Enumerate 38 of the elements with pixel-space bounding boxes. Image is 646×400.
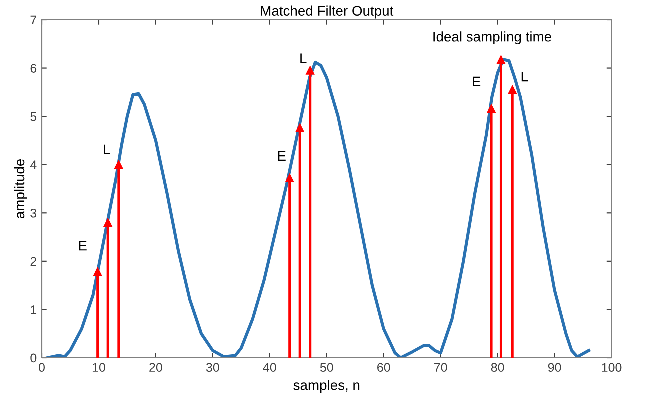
- y-tick-label: 0: [30, 354, 37, 363]
- x-tick-label: 90: [548, 363, 562, 372]
- x-tick-label: 50: [320, 363, 334, 372]
- y-tick-label: 3: [30, 208, 37, 218]
- chart-title: Matched Filter Output: [261, 6, 394, 19]
- y-tick-label: 6: [30, 64, 37, 73]
- annotation: Ideal sampling time: [434, 32, 552, 45]
- y-tick-label: 1: [31, 306, 37, 314]
- point: [286, 174, 294, 183]
- point: [114, 160, 124, 170]
- x-tick-label: 100: [602, 363, 622, 372]
- annotation: L: [522, 72, 528, 82]
- point: [306, 66, 315, 75]
- y-tick-label: 5: [30, 112, 37, 122]
- annotation: L: [300, 54, 307, 64]
- annotation: E: [473, 76, 481, 86]
- annotation: E: [79, 241, 87, 251]
- annotation: L: [104, 144, 110, 154]
- x-tick-label: 70: [434, 363, 448, 372]
- point: [487, 104, 496, 114]
- y-tick-label: 2: [30, 257, 36, 266]
- y-axis-title: amplitude: [14, 160, 28, 219]
- point: [94, 268, 102, 276]
- y-tick-label: 7: [30, 16, 36, 25]
- x-tick-label: 0: [39, 363, 45, 372]
- x-tick-label: 20: [150, 363, 162, 372]
- x-tick-label: 40: [263, 363, 276, 372]
- point: [296, 124, 304, 132]
- x-tick-label: 30: [206, 363, 220, 372]
- annotation: E: [278, 151, 286, 161]
- x-tick-label: 60: [378, 363, 390, 372]
- y-tick-label: 4: [30, 160, 37, 170]
- point: [104, 218, 112, 227]
- x-tick-label: 80: [491, 363, 504, 372]
- x-axis-title: samples, n: [294, 380, 360, 394]
- x-tick-label: 10: [92, 363, 106, 372]
- point: [497, 56, 506, 64]
- point: [508, 86, 517, 94]
